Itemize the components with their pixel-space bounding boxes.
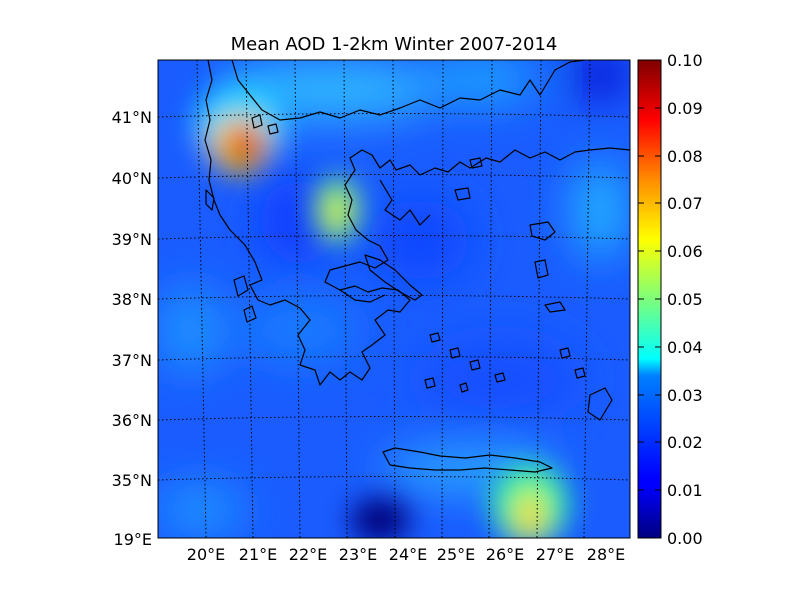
samos-island bbox=[544, 301, 566, 313]
colorbar-label: 0.03 bbox=[667, 386, 703, 405]
lake-1 bbox=[251, 114, 263, 129]
cyclades-4 bbox=[494, 372, 506, 383]
gulf-coast bbox=[339, 289, 386, 303]
colorbar-ticks bbox=[638, 59, 661, 491]
lon-label: 22°E bbox=[289, 545, 327, 564]
dodecanese-2 bbox=[574, 367, 586, 379]
cyclades-2 bbox=[449, 347, 461, 359]
lesbos-island bbox=[529, 221, 556, 241]
lat-label: 35°N bbox=[112, 471, 152, 490]
lat-labels: 41°N 40°N 39°N 38°N 37°N 36°N 35°N 19°E bbox=[112, 108, 152, 549]
graticule bbox=[158, 60, 630, 538]
colorbar-label: 0.05 bbox=[667, 290, 703, 309]
colorbar-labels: 0.10 0.09 0.08 0.07 0.06 0.05 0.04 0.03 … bbox=[667, 51, 703, 548]
corfu-island bbox=[205, 189, 215, 211]
lat-label: 40°N bbox=[112, 169, 152, 188]
colorbar-label: 0.01 bbox=[667, 481, 703, 500]
colorbar: 0.10 0.09 0.08 0.07 0.06 0.05 0.04 0.03 … bbox=[637, 51, 703, 548]
lon-label: 26°E bbox=[486, 545, 524, 564]
chalkidiki-coast bbox=[379, 179, 431, 226]
zakynthos-island bbox=[243, 305, 257, 323]
lat-label: 41°N bbox=[112, 108, 152, 127]
colorbar-label: 0.10 bbox=[667, 51, 703, 70]
colorbar-label: 0.09 bbox=[667, 99, 703, 118]
lon-label: 28°E bbox=[587, 545, 625, 564]
lat-label: 37°N bbox=[112, 351, 152, 370]
lat-label: 19°E bbox=[114, 530, 152, 549]
lat-label: 39°N bbox=[112, 230, 152, 249]
heat-blobs-soft bbox=[158, 60, 630, 538]
lon-labels: 20°E 21°E 22°E 23°E 24°E 25°E 26°E 27°E … bbox=[187, 545, 625, 564]
aod-heatmap bbox=[158, 60, 630, 538]
coastlines bbox=[204, 60, 630, 473]
lon-label: 21°E bbox=[239, 545, 277, 564]
lemnos-island bbox=[454, 187, 471, 201]
colorbar-label: 0.07 bbox=[667, 194, 703, 213]
cyclades-3 bbox=[469, 359, 481, 371]
euboea-island bbox=[364, 254, 423, 301]
colorbar-label: 0.08 bbox=[667, 147, 703, 166]
mainland-coast bbox=[204, 60, 630, 386]
dodecanese-1 bbox=[559, 347, 571, 359]
colorbar-label: 0.02 bbox=[667, 433, 703, 452]
lon-label: 27°E bbox=[536, 545, 574, 564]
cyclades-6 bbox=[459, 382, 469, 393]
rhodes-island bbox=[587, 387, 613, 421]
lon-label: 24°E bbox=[389, 545, 427, 564]
lake-2 bbox=[267, 123, 279, 135]
lon-label: 20°E bbox=[187, 545, 225, 564]
map-frame bbox=[157, 59, 631, 539]
colorbar-label: 0.06 bbox=[667, 242, 703, 261]
map-title: Mean AOD 1-2km Winter 2007-2014 bbox=[230, 34, 558, 55]
kefalonia-island bbox=[233, 275, 249, 297]
chios-island bbox=[534, 259, 549, 279]
cyclades-5 bbox=[424, 377, 436, 389]
cyclades-1 bbox=[429, 332, 441, 343]
lon-label: 23°E bbox=[339, 545, 377, 564]
thasos-island bbox=[469, 157, 483, 169]
lat-label: 36°N bbox=[112, 411, 152, 430]
border-line bbox=[231, 60, 586, 121]
crete-island bbox=[382, 447, 553, 473]
lon-label: 25°E bbox=[437, 545, 475, 564]
colorbar-label: 0.00 bbox=[667, 529, 703, 548]
colorbar-label: 0.04 bbox=[667, 338, 703, 357]
lat-label: 38°N bbox=[112, 290, 152, 309]
